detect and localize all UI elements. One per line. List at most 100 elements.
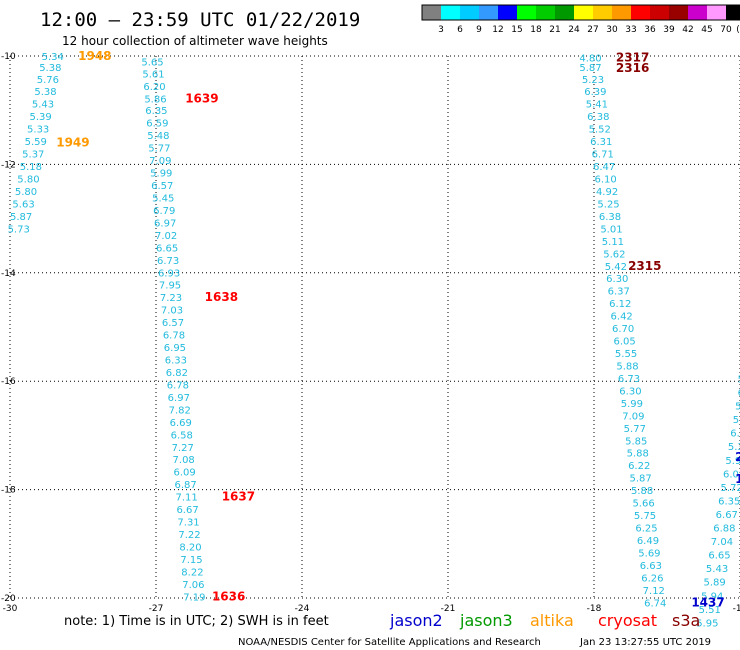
y-tick-label: -18 <box>1 486 16 496</box>
color-scale-label: 24 <box>568 25 580 35</box>
wave-height-label: 6.58 <box>171 430 193 441</box>
page-subtitle: 12 hour collection of altimeter wave hei… <box>62 34 328 48</box>
wave-height-label: 6.05 <box>613 337 635 348</box>
wave-height-label: 6.78 <box>167 380 189 391</box>
wave-height-label: 5.9 <box>733 415 740 426</box>
color-scale-label: 30 <box>606 25 618 35</box>
color-scale-label: 70 <box>720 25 732 35</box>
wave-height-label: 6.42 <box>611 312 633 323</box>
x-tick-label: -30 <box>3 604 18 614</box>
x-tick-label: -24 <box>295 604 310 614</box>
color-scale-swatch <box>498 5 517 20</box>
chart-grid <box>9 55 740 599</box>
wave-height-label: 8.22 <box>181 567 203 578</box>
wave-height-label: 7.03 <box>161 306 183 317</box>
legend-item-s3a: s3a <box>672 611 700 630</box>
wave-height-label: 6.65 <box>156 243 178 254</box>
wave-height-label: 5.76 <box>37 75 59 86</box>
wave-height-label: 5.88 <box>631 486 653 497</box>
wave-height-label: 6.57 <box>151 181 173 192</box>
time-label: 1638 <box>205 290 238 304</box>
wave-height-label: 5.11 <box>602 237 624 248</box>
wave-height-label: 6.47 <box>593 162 615 173</box>
wave-height-label: 5.52 <box>589 125 611 136</box>
color-scale-swatch <box>707 5 726 20</box>
legend-item-jason2: jason2 <box>389 611 443 630</box>
wave-height-label: 5.99 <box>621 399 643 410</box>
wave-height-label: 6.31 <box>590 137 612 148</box>
legend-item-cryosat: cryosat <box>598 611 657 630</box>
color-scale-border <box>421 4 740 21</box>
wave-height-label: 6 <box>738 388 740 399</box>
wave-height-label: 5.86 <box>144 94 166 105</box>
wave-height-label: 6.67 <box>176 505 198 516</box>
wave-height-label: 5.34 <box>728 442 740 453</box>
wave-height-label: 7.11 <box>175 493 197 504</box>
color-scale-label: 39 <box>663 25 675 35</box>
wave-height-label: 7.08 <box>173 455 195 466</box>
color-scale-label: 9 <box>476 25 482 35</box>
color-scale-swatch <box>593 5 612 20</box>
wave-height-label: 6.78 <box>163 331 185 342</box>
wave-height-label: 6.35 <box>145 106 167 117</box>
wave-height-label: 7.19 <box>183 592 205 603</box>
wave-height-label: 6.95 <box>164 343 186 354</box>
time-label: 2317 <box>616 51 649 65</box>
wave-height-label: 6.10 <box>594 174 616 185</box>
time-label: 1 <box>735 472 740 486</box>
wave-height-label: 5.38 <box>34 87 56 98</box>
wave-height-label: 6.57 <box>162 318 184 329</box>
wave-height-label: 6.97 <box>154 218 176 229</box>
wave-height-label: 7.95 <box>159 281 181 292</box>
wave-height-label: 6.93 <box>158 268 180 279</box>
wave-height-label: 5.25 <box>597 199 619 210</box>
y-tick-label: -14 <box>1 269 16 279</box>
wave-height-label: 6.87 <box>174 480 196 491</box>
wave-height-label: 6.22 <box>628 461 650 472</box>
color-scale-label: 42 <box>682 25 693 35</box>
wave-height-label: 6.38 <box>587 112 609 123</box>
color-scale-label: 21 <box>549 25 560 35</box>
time-label: 1437 <box>691 595 724 609</box>
wave-height-label: 6.08 <box>723 469 740 480</box>
wave-height-label: 5.80 <box>15 187 37 198</box>
wave-height-label: 6.65 <box>708 551 730 562</box>
wave-height-label: 5.96 <box>725 456 740 467</box>
wave-height-label: 5.63 <box>12 199 34 210</box>
color-scale-label: 33 <box>625 25 636 35</box>
wave-height-label: 5.37 <box>22 150 44 161</box>
wave-height-label: 5.87 <box>630 474 652 485</box>
color-scale-swatch <box>669 5 688 20</box>
color-scale-swatch <box>612 5 631 20</box>
wave-height-label: 6.97 <box>168 393 190 404</box>
y-tick-label: -20 <box>1 594 16 604</box>
wave-height-label: 6.73 <box>618 374 640 385</box>
wave-height-label: 6.26 <box>730 429 740 440</box>
wave-height-label: 5.77 <box>624 424 646 435</box>
x-tick-label: -21 <box>441 604 456 614</box>
wave-height-label: 6.59 <box>146 119 168 130</box>
wave-height-label: 6.30 <box>619 386 641 397</box>
color-scale-label: 45 <box>701 25 712 35</box>
color-scale-label: 6 <box>457 25 463 35</box>
wave-height-label: 5.59 <box>25 137 47 148</box>
wave-height-label: 7.15 <box>180 555 202 566</box>
wave-height-label: 6.71 <box>592 150 614 161</box>
wave-height-label: 7.12 <box>643 586 665 597</box>
wave-height-label: 7.02 <box>155 231 177 242</box>
color-scale-swatch <box>574 5 593 20</box>
wave-height-label: 5.94 <box>701 591 723 602</box>
wave-height-label: 5.85 <box>625 436 647 447</box>
x-tick-label: -27 <box>149 604 164 614</box>
y-tick-label: -12 <box>1 160 16 170</box>
wave-height-label: 7.04 <box>711 537 733 548</box>
time-label: 2316 <box>616 61 649 75</box>
wave-height-label: 5.87 <box>10 212 32 223</box>
wave-height-label: 6.12 <box>609 299 631 310</box>
wave-height-label: 5.80 <box>17 174 39 185</box>
wave-height-label: 6.88 <box>713 524 735 535</box>
footer-note: note: 1) Time is in UTC; 2) SWH is in fe… <box>64 614 329 629</box>
legend-item-jason3: jason3 <box>459 611 513 630</box>
wave-height-label: 5.88 <box>616 361 638 372</box>
